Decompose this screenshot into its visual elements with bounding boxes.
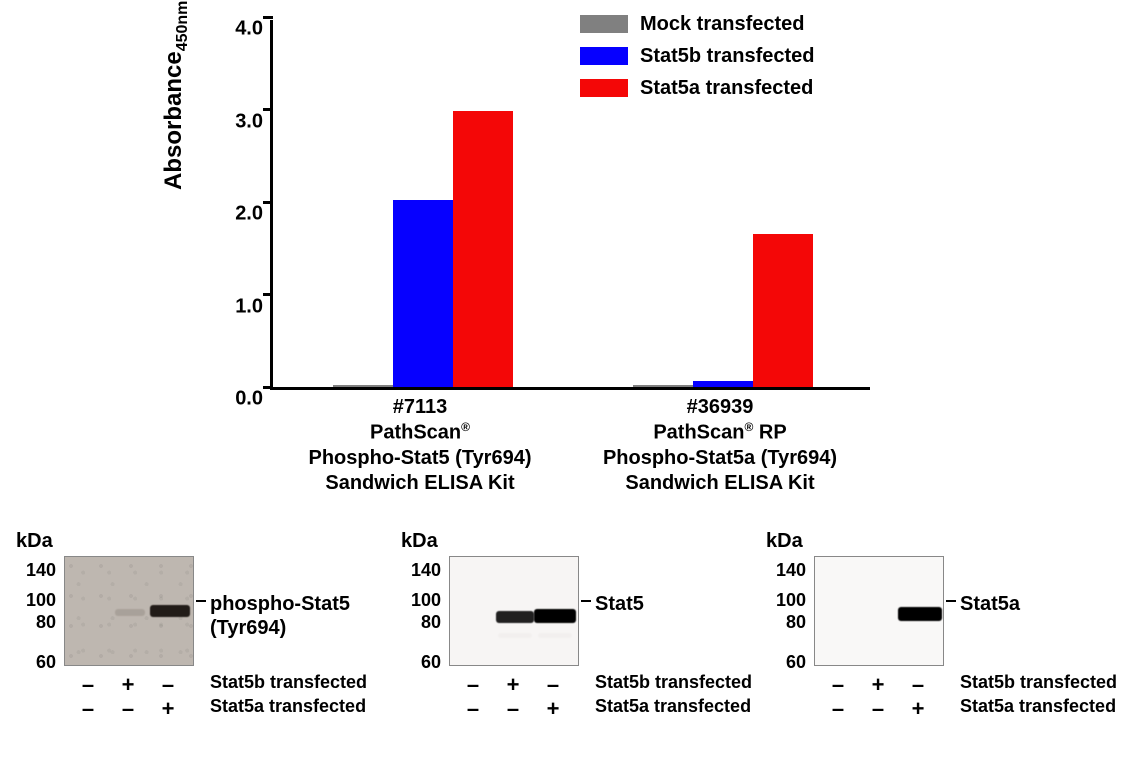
band-tick-mark bbox=[946, 600, 956, 602]
bar-kit36939-mock bbox=[633, 385, 693, 387]
y-tick-mark bbox=[263, 16, 273, 19]
y-tick-mark bbox=[263, 201, 273, 204]
y-tick-mark bbox=[263, 386, 273, 389]
lane-sign-stat5a-0: – bbox=[463, 696, 483, 722]
y-tick-label: 4.0 bbox=[218, 18, 263, 41]
lane-sign-stat5b-0: – bbox=[463, 672, 483, 698]
blot-image bbox=[64, 556, 194, 666]
blot-image bbox=[814, 556, 944, 666]
lane-sign-stat5b-2: – bbox=[543, 672, 563, 698]
lane-sign-stat5a-2: + bbox=[158, 696, 178, 722]
kda-header: kDa bbox=[766, 530, 803, 553]
kda-header: kDa bbox=[401, 530, 438, 553]
band-tick-mark bbox=[196, 600, 206, 602]
lane-sign-stat5b-2: – bbox=[908, 672, 928, 698]
y-tick-label: 3.0 bbox=[218, 110, 263, 133]
western-blots-row: kDa1401008060phospho-Stat5(Tyr694)–+–Sta… bbox=[0, 530, 1141, 760]
blot-pstat5: kDa1401008060phospho-Stat5(Tyr694)–+–Sta… bbox=[10, 530, 380, 750]
y-axis-label-sub: 450nm bbox=[174, 1, 191, 52]
mw-marker-60: 60 bbox=[401, 652, 441, 673]
lane-condition-stat5b: Stat5b transfected bbox=[210, 672, 367, 693]
figure-root: Absorbance450nm Mock transfectedStat5b t… bbox=[0, 0, 1141, 768]
lane-sign-stat5a-1: – bbox=[503, 696, 523, 722]
blot-stat5a: kDa1401008060Stat5a–+–Stat5b transfected… bbox=[760, 530, 1130, 750]
band-lane2-103 bbox=[150, 605, 190, 617]
lane-sign-stat5a-2: + bbox=[908, 696, 928, 722]
bar-kit7113-stat5a bbox=[453, 111, 513, 387]
plot-area: 0.01.02.03.04.0 bbox=[270, 20, 870, 390]
lane-condition-stat5b: Stat5b transfected bbox=[595, 672, 752, 693]
y-axis-label-text: Absorbance bbox=[160, 51, 187, 190]
lane-sign-stat5b-0: – bbox=[78, 672, 98, 698]
mw-marker-140: 140 bbox=[401, 560, 441, 581]
bar-kit36939-stat5b bbox=[693, 381, 753, 387]
lane-condition-stat5b: Stat5b transfected bbox=[960, 672, 1117, 693]
lane-sign-stat5a-0: – bbox=[828, 696, 848, 722]
bar-kit36939-stat5a bbox=[753, 234, 813, 387]
bars-container bbox=[273, 20, 870, 387]
kda-header: kDa bbox=[16, 530, 53, 553]
lane-condition-stat5a: Stat5a transfected bbox=[595, 696, 751, 717]
mw-marker-60: 60 bbox=[766, 652, 806, 673]
mw-marker-100: 100 bbox=[401, 590, 441, 611]
mw-marker-60: 60 bbox=[16, 652, 56, 673]
blot-label: phospho-Stat5(Tyr694) bbox=[210, 592, 350, 640]
mw-marker-80: 80 bbox=[16, 612, 56, 633]
blot-label: Stat5 bbox=[595, 592, 644, 616]
band-lane1-98 bbox=[496, 611, 534, 623]
band-lane1-80 bbox=[498, 633, 532, 638]
lane-sign-stat5b-1: + bbox=[118, 672, 138, 698]
x-category-kit7113: #7113PathScan®Phospho-Stat5 (Tyr694)Sand… bbox=[280, 395, 560, 496]
y-tick-mark bbox=[263, 108, 273, 111]
x-category-kit36939: #36939PathScan® RPPhospho-Stat5a (Tyr694… bbox=[580, 395, 860, 496]
lane-sign-stat5a-1: – bbox=[868, 696, 888, 722]
lane-sign-stat5b-1: + bbox=[503, 672, 523, 698]
blot-image bbox=[449, 556, 579, 666]
blot-stat5: kDa1401008060Stat5–+–Stat5b transfected–… bbox=[395, 530, 765, 750]
lane-sign-stat5a-2: + bbox=[543, 696, 563, 722]
mw-marker-100: 100 bbox=[16, 590, 56, 611]
mw-marker-100: 100 bbox=[766, 590, 806, 611]
y-tick-mark bbox=[263, 293, 273, 296]
y-tick-label: 1.0 bbox=[218, 295, 263, 318]
bar-chart: Absorbance450nm Mock transfectedStat5b t… bbox=[220, 10, 920, 510]
mw-marker-140: 140 bbox=[16, 560, 56, 581]
bar-kit7113-mock bbox=[333, 385, 393, 387]
lane-sign-stat5a-1: – bbox=[118, 696, 138, 722]
band-lane2-80 bbox=[538, 633, 572, 638]
lane-condition-stat5a: Stat5a transfected bbox=[960, 696, 1116, 717]
lane-sign-stat5a-0: – bbox=[78, 696, 98, 722]
band-lane2-100 bbox=[534, 609, 576, 623]
y-tick-label: 0.0 bbox=[218, 388, 263, 411]
mw-marker-80: 80 bbox=[766, 612, 806, 633]
band-lane1-100 bbox=[115, 609, 145, 616]
y-tick-label: 2.0 bbox=[218, 203, 263, 226]
bar-kit7113-stat5b bbox=[393, 200, 453, 387]
lane-sign-stat5b-2: – bbox=[158, 672, 178, 698]
mw-marker-140: 140 bbox=[766, 560, 806, 581]
lane-sign-stat5b-1: + bbox=[868, 672, 888, 698]
band-lane2-102 bbox=[898, 607, 942, 621]
band-tick-mark bbox=[581, 600, 591, 602]
blot-label: Stat5a bbox=[960, 592, 1020, 616]
lane-sign-stat5b-0: – bbox=[828, 672, 848, 698]
y-axis-label: Absorbance450nm bbox=[160, 1, 192, 190]
lane-condition-stat5a: Stat5a transfected bbox=[210, 696, 366, 717]
mw-marker-80: 80 bbox=[401, 612, 441, 633]
